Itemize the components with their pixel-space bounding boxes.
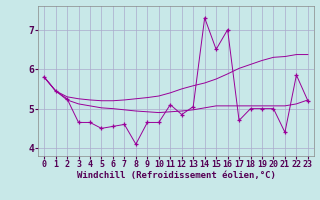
X-axis label: Windchill (Refroidissement éolien,°C): Windchill (Refroidissement éolien,°C) bbox=[76, 171, 276, 180]
